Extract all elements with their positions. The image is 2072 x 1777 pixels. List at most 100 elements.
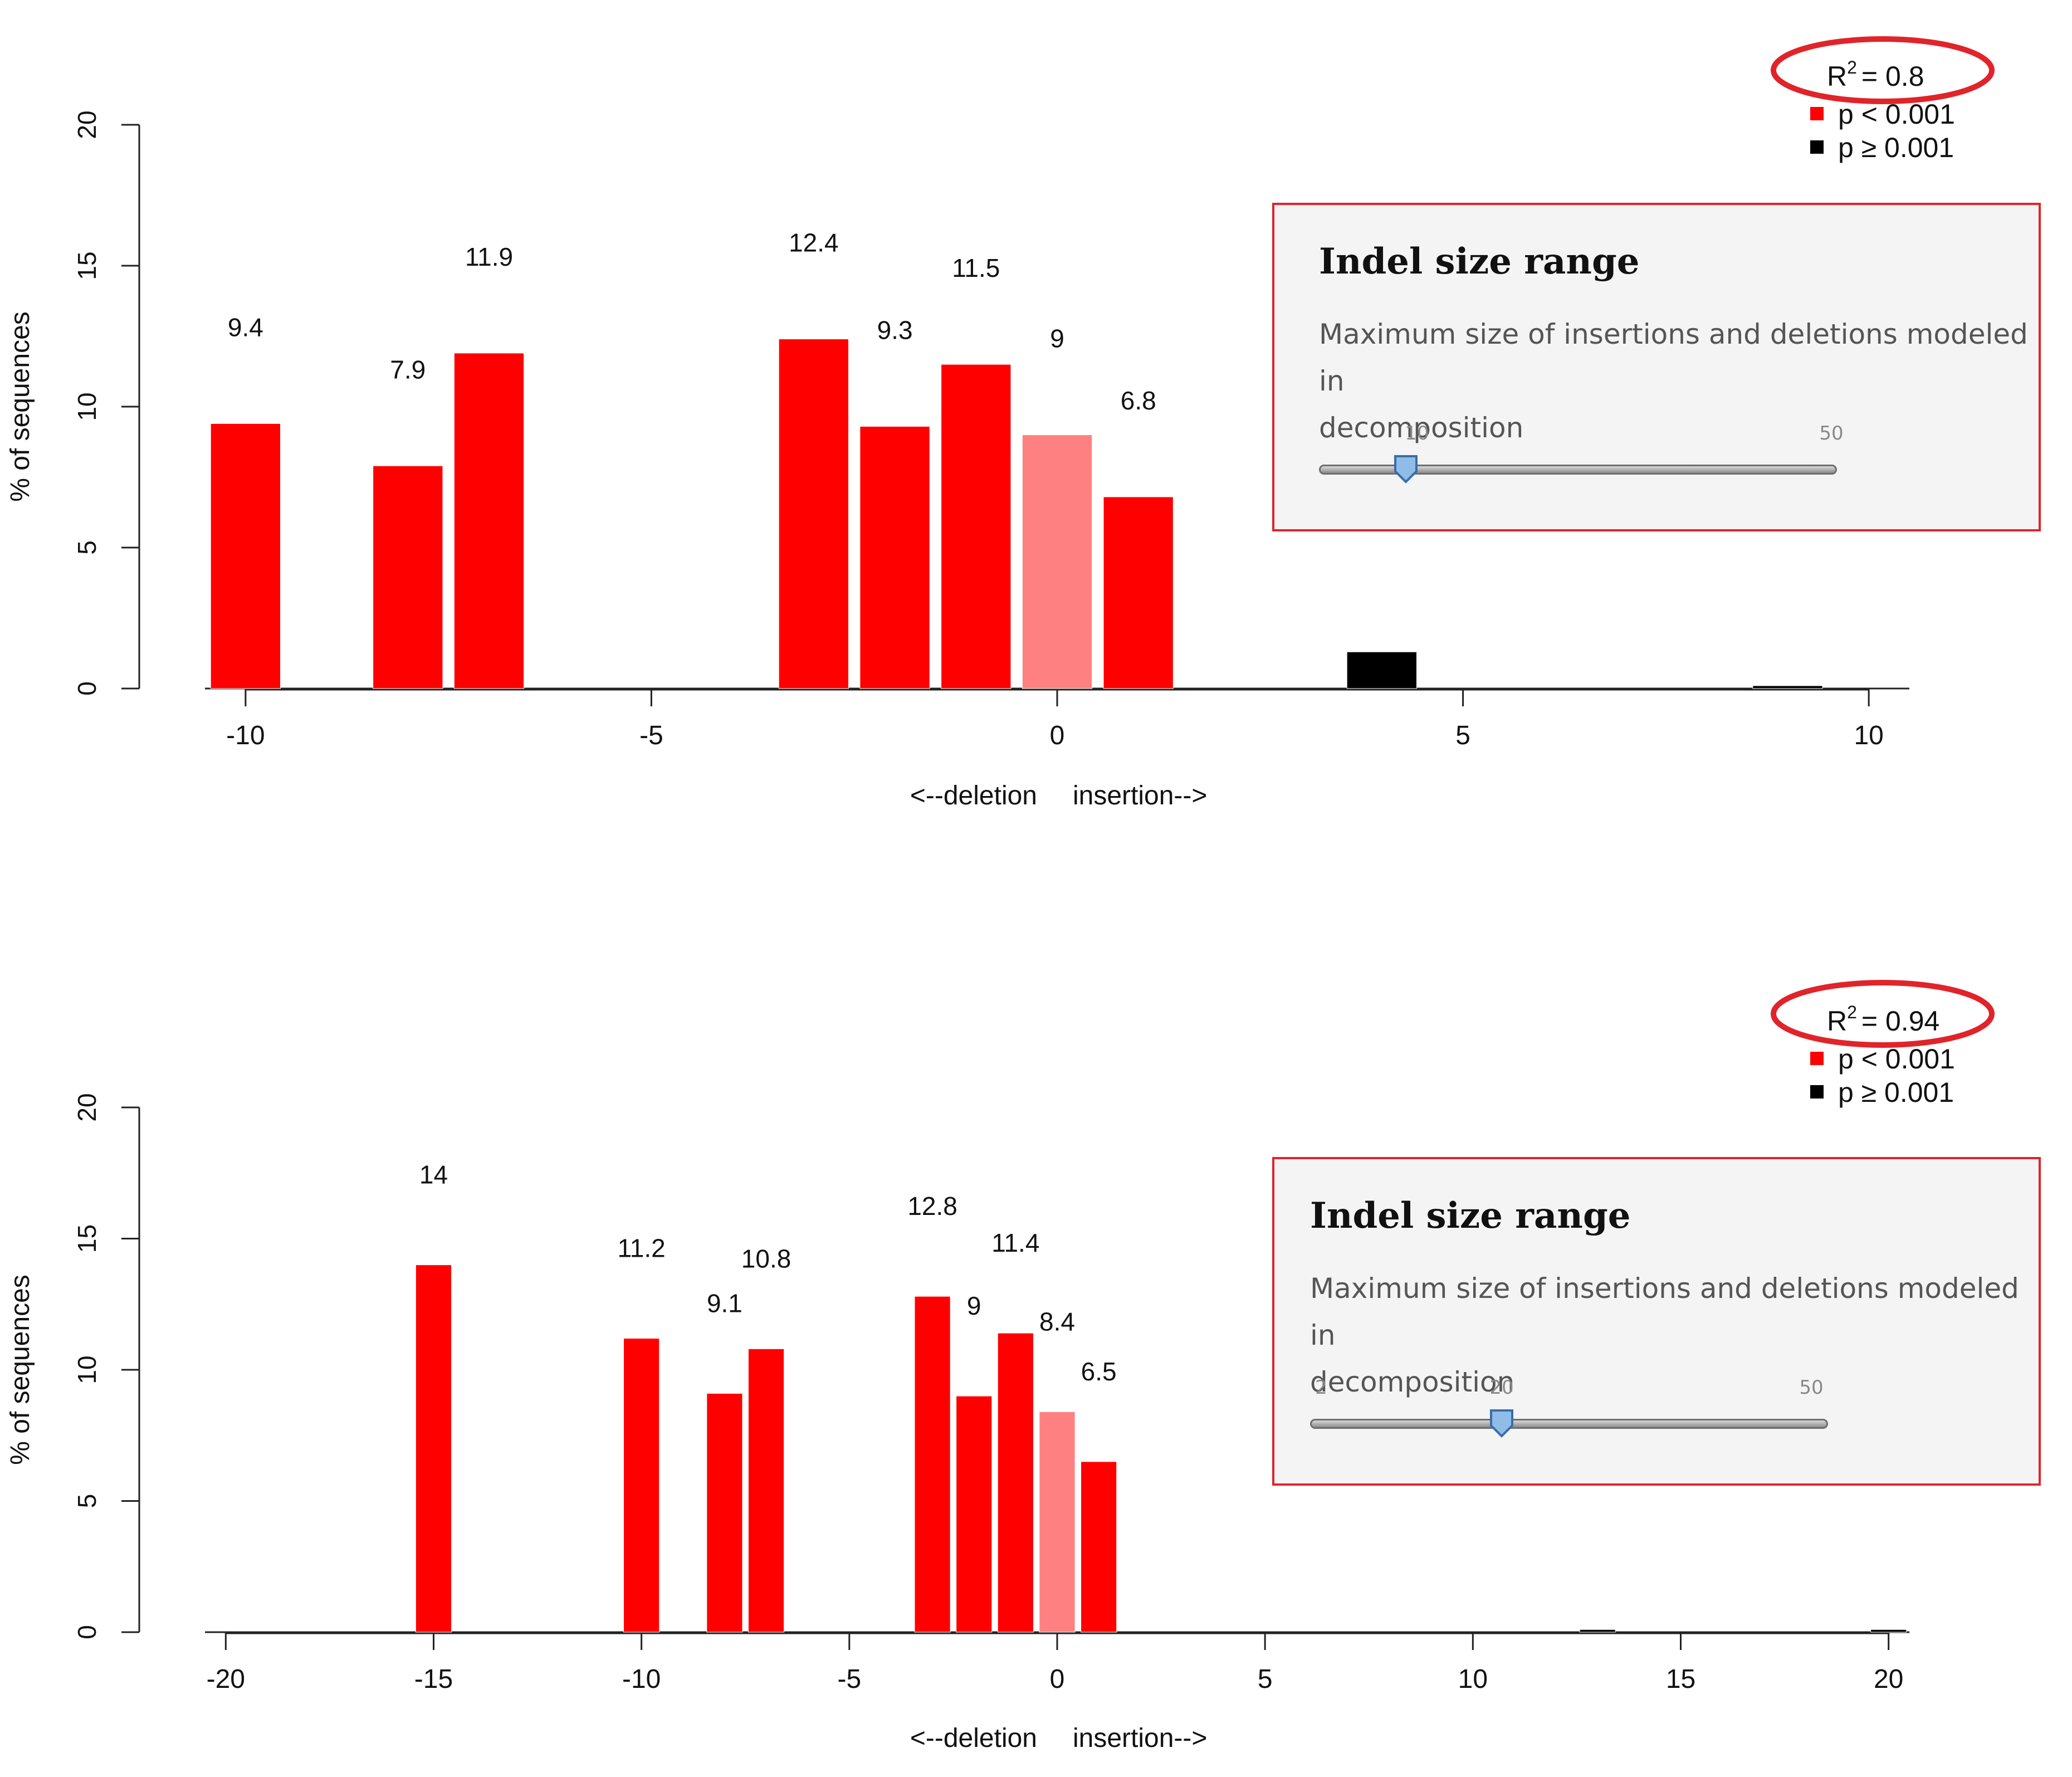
bar-data-label: 12.4 [789,228,839,257]
bar [1752,685,1823,689]
x-tick-label: 10 [1854,721,1883,750]
slider-handle[interactable] [1393,455,1419,484]
bar-data-label: 6.8 [1121,386,1156,415]
bar [1022,435,1093,689]
r2-annotation: R2 = 0.8 [1827,57,1924,92]
x-tick-label: -10 [226,721,265,750]
bar-data-label: 12.8 [907,1192,957,1221]
x-axis-label-deletion: <--deletion [910,781,1037,811]
panel-description-line1: Maximum size of insertions and deletions… [1319,318,2028,397]
bar [997,1332,1034,1633]
slider-value-label: 10 [1405,422,1429,445]
x-tick-label: 15 [1666,1664,1695,1694]
bar [210,423,281,689]
legend-entry: p ≥ 0.001 [1838,132,1954,163]
y-axis-label: % of sequences [6,311,35,502]
bar [415,1265,452,1633]
legend-swatch-black [1810,1085,1824,1099]
bar-data-label: 14 [419,1160,448,1189]
bar [1870,1629,1907,1633]
x-axis-label-deletion: <--deletion [910,1724,1037,1753]
r2-highlight-ellipse [1771,980,1995,1048]
y-tick-label: 5 [72,540,101,555]
bar [706,1393,743,1633]
legend-entry: p ≥ 0.001 [1838,1077,1954,1108]
bar-data-label: 6.5 [1081,1357,1117,1386]
bar-data-label: 9.3 [877,316,913,345]
bar-data-label: 9 [1050,324,1064,353]
panel-description: Maximum size of insertions and deletions… [1319,311,2032,451]
bar-data-label: 10.8 [741,1244,791,1273]
y-tick-label: 15 [72,1224,101,1253]
y-tick-label: 20 [72,1093,101,1121]
indel-size-slider[interactable] [1319,465,1837,475]
bar-data-label: 8.4 [1039,1307,1075,1336]
x-tick-label: 5 [1455,721,1470,750]
bar-data-label: 11.4 [991,1228,1039,1257]
panel-description-line2: decomposition [1319,412,1524,444]
y-tick-label: 5 [72,1494,101,1509]
indel-panel-bottom: Indel size range Maximum size of inserti… [1272,1157,2041,1486]
y-tick-label: 10 [72,392,101,421]
y-tick-label: 20 [72,110,101,139]
bar [914,1296,951,1633]
x-axis-label-insertion: insertion--> [1073,1724,1207,1753]
legend-swatch-red [1810,1052,1824,1065]
slider-max-label: 50 [1799,1376,1824,1399]
panel-title: Indel size range [1319,241,1640,282]
bar-data-label: 11.2 [618,1233,666,1262]
bar-data-label: 11.9 [465,242,513,271]
x-tick-label: 0 [1050,721,1065,750]
bar-data-label: 9.4 [228,313,263,342]
x-tick-label: 10 [1458,1664,1488,1694]
x-tick-label: -5 [837,1664,861,1694]
bar-data-label: 7.9 [390,355,426,384]
panel-description: Maximum size of insertions and deletions… [1310,1265,2029,1405]
bar [778,339,849,689]
slider-max-label: 50 [1819,422,1844,445]
x-tick-label: 0 [1050,1664,1065,1694]
x-axis-label-insertion: insertion--> [1073,781,1207,811]
bar [1346,651,1418,689]
slider-value-label: 20 [1489,1376,1514,1399]
legend-swatch-red [1810,107,1824,120]
y-tick-label: 0 [72,1625,101,1639]
legend-entry: p < 0.001 [1838,1043,1955,1075]
legend-entry: p < 0.001 [1838,99,1955,130]
chart-top: 0 5 10 15 20 % of sequences -10 -5 0 5 10 <--deleti… [6,36,1995,811]
bar [453,353,525,689]
bar [1103,496,1174,689]
panel-description-line2: decomposition [1310,1366,1515,1398]
r2-highlight-ellipse [1771,36,1995,104]
slider-min-label: 2 [1315,1376,1327,1399]
bar [941,364,1011,689]
x-tick-label: -10 [622,1664,661,1694]
panel-title: Indel size range [1310,1195,1631,1237]
bar [747,1348,785,1633]
panel-description-line1: Maximum size of insertions and deletions… [1310,1272,2019,1351]
x-tick-label: -5 [639,721,663,750]
bar [956,1395,993,1633]
slider-handle[interactable] [1489,1409,1514,1438]
bar [859,426,930,689]
bar-data-label: 9 [967,1291,981,1320]
chart-bottom: 0 5 10 15 20 % of sequences -20 -15 -10 -5 0 5 10 15 2… [6,980,1995,1753]
indel-panel-top: Indel size range Maximum size of inserti… [1272,203,2041,531]
legend-swatch-black [1810,140,1824,154]
y-tick-label: 15 [72,251,101,280]
x-tick-label: 20 [1874,1664,1903,1694]
bar-data-label: 9.1 [707,1288,742,1317]
x-tick-label: -20 [207,1664,245,1694]
x-tick-label: 5 [1258,1664,1273,1694]
bar [1081,1461,1117,1633]
x-tick-label: -15 [414,1664,453,1694]
y-axis-label: % of sequences [6,1275,35,1465]
indel-size-slider[interactable] [1310,1419,1828,1429]
r2-annotation: R2 = 0.94 [1827,1002,1939,1037]
bar [1039,1411,1076,1633]
bar [1579,1629,1616,1633]
bar-data-label: 11.5 [952,253,1000,282]
y-tick-label: 10 [72,1355,101,1384]
bar [373,465,443,689]
